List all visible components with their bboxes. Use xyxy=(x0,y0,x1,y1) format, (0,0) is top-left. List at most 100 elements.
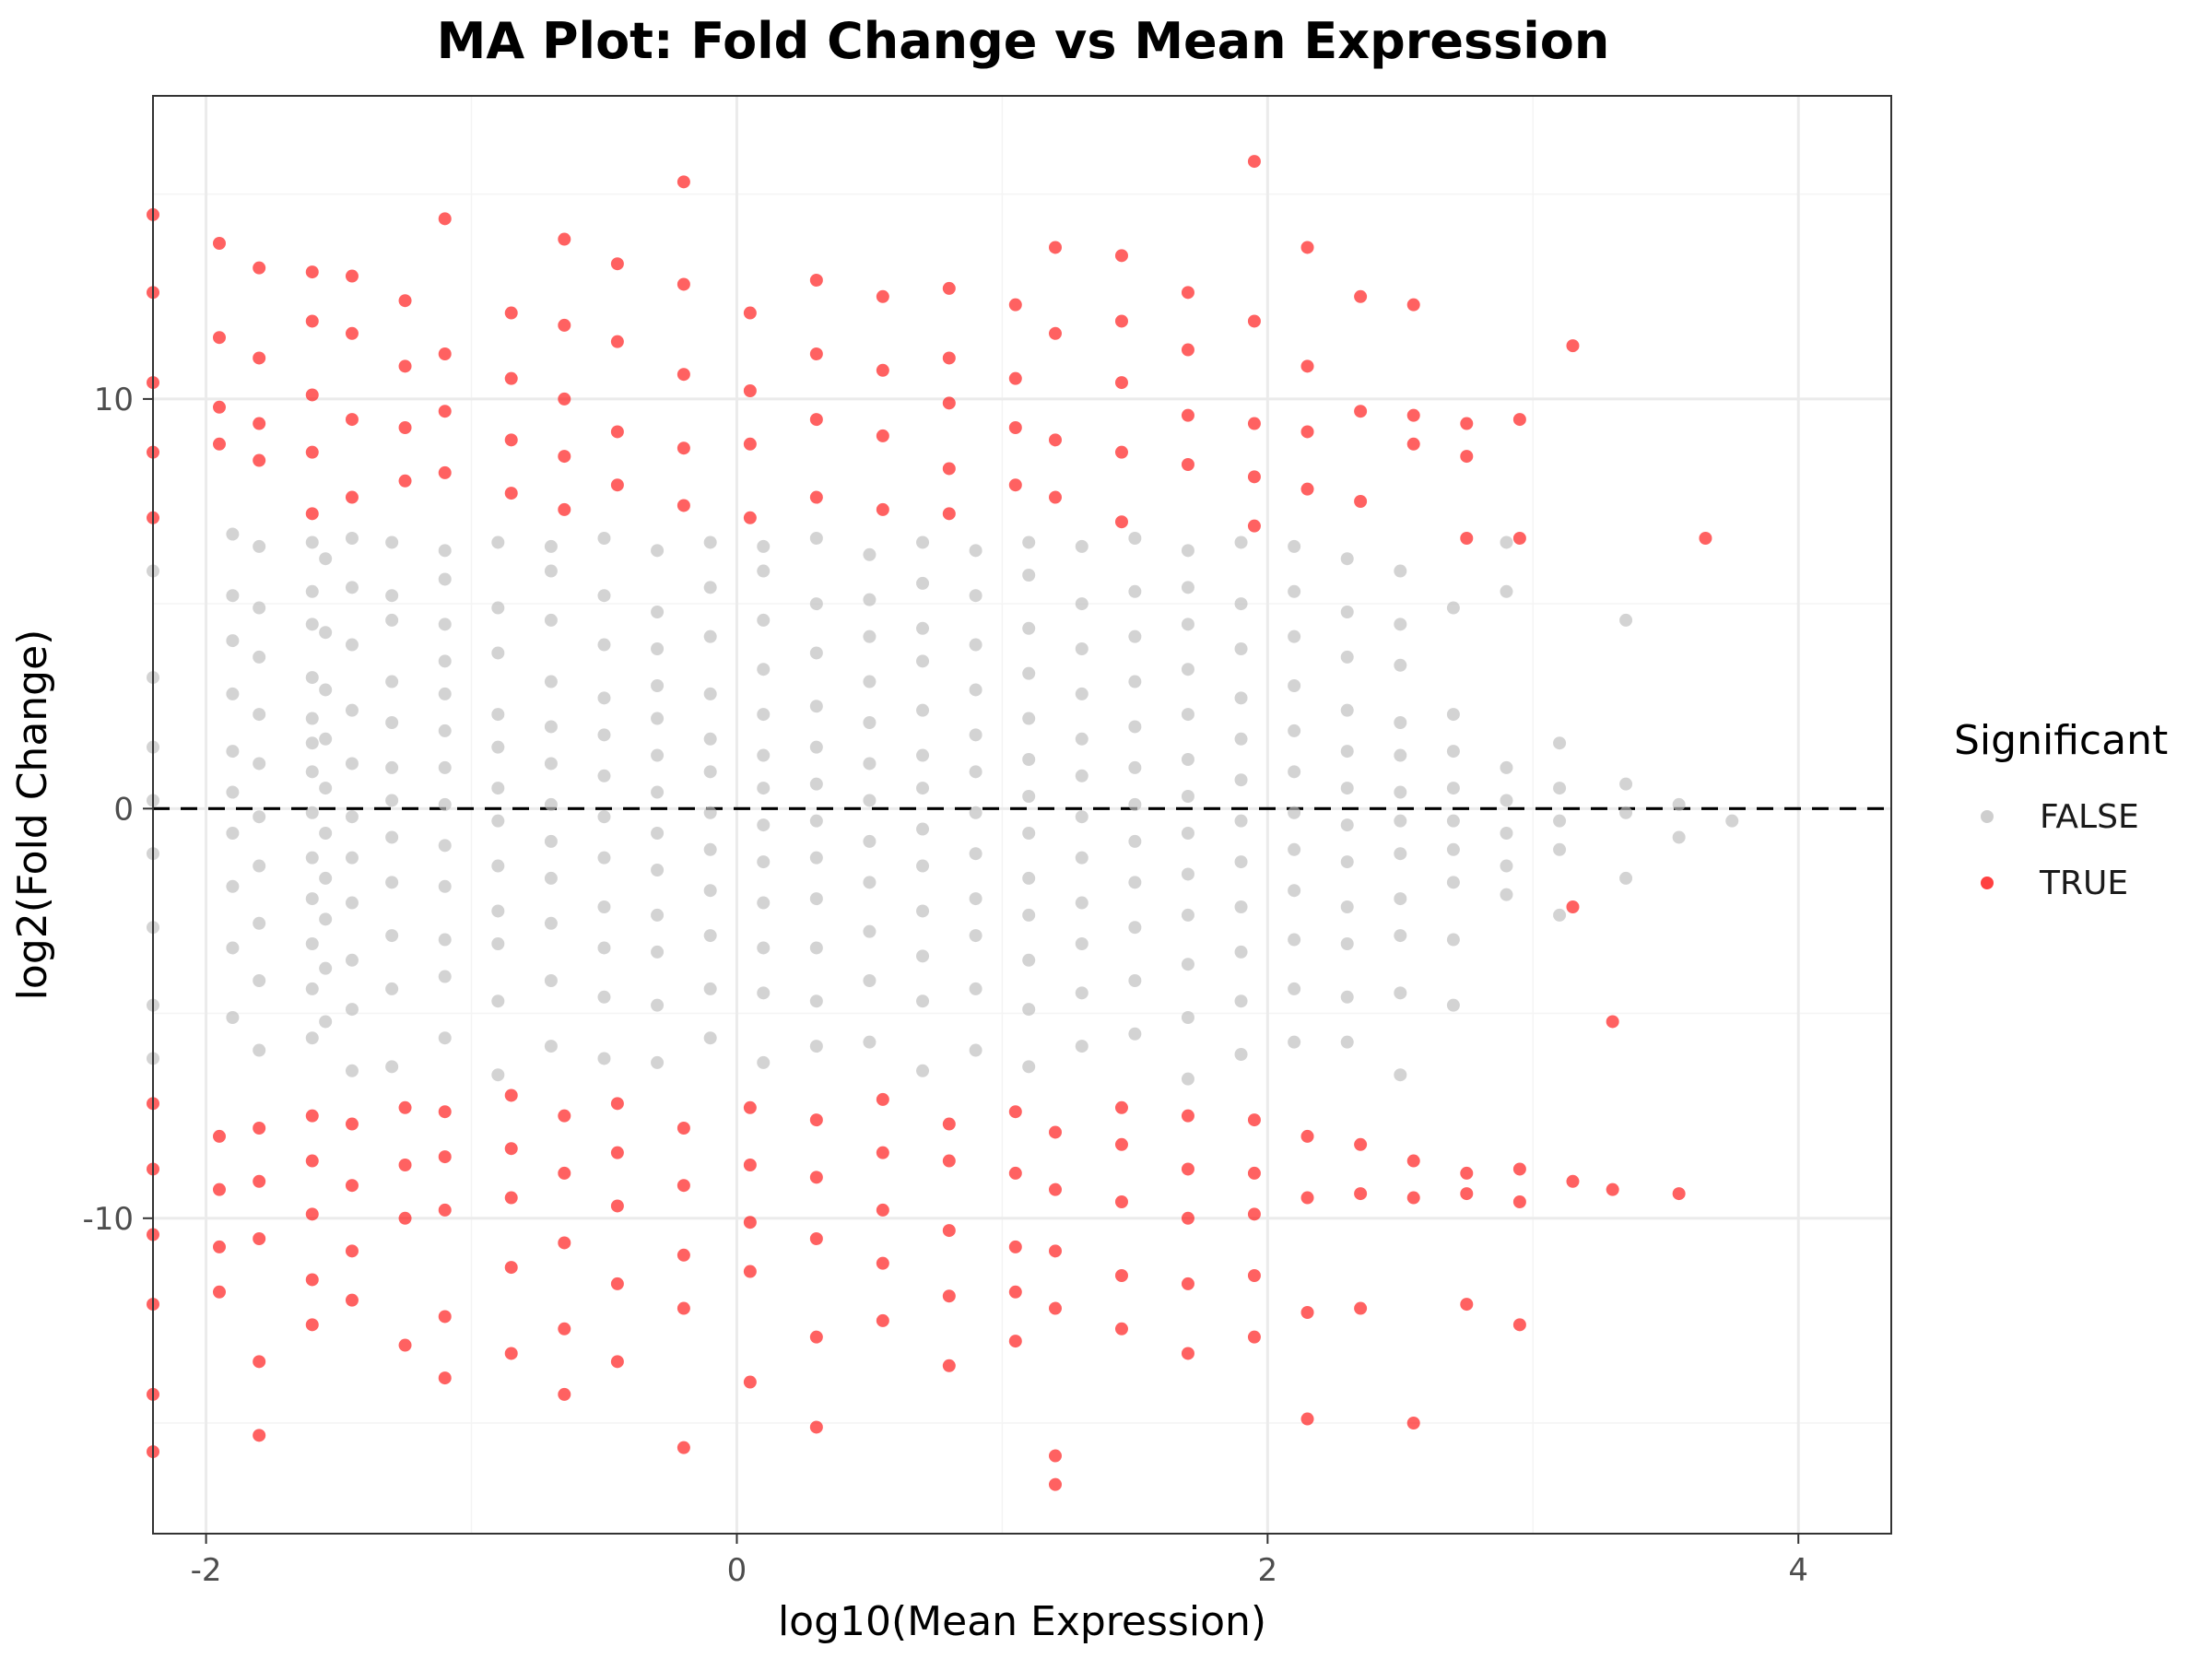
scatter-point-true xyxy=(677,1179,690,1193)
plot-panel-border xyxy=(152,95,1892,1535)
scatter-point-true xyxy=(1566,1174,1580,1188)
scatter-point-false xyxy=(916,994,930,1008)
scatter-point-true xyxy=(1181,286,1194,300)
scatter-point-false xyxy=(916,949,930,963)
chart-title: MA Plot: Fold Change vs Mean Expression xyxy=(437,12,1610,70)
scatter-point-false xyxy=(863,924,877,938)
scatter-point-false xyxy=(345,703,359,717)
scatter-point-true xyxy=(743,1375,757,1389)
scatter-point-true xyxy=(942,351,956,365)
scatter-point-true xyxy=(558,392,571,406)
scatter-point-false xyxy=(597,941,611,955)
scatter-point-true xyxy=(305,445,319,459)
scatter-point-false xyxy=(1181,544,1194,558)
scatter-point-true xyxy=(305,1154,319,1168)
scatter-point-false xyxy=(1022,535,1036,549)
scatter-point-true xyxy=(1406,1191,1420,1205)
scatter-point-true xyxy=(1354,495,1368,508)
scatter-point-false xyxy=(651,642,665,655)
scatter-point-false xyxy=(1128,675,1142,688)
scatter-point-false xyxy=(1553,814,1567,828)
scatter-point-false xyxy=(253,757,266,771)
scatter-point-false xyxy=(1288,584,1301,598)
x-tick-label: 4 xyxy=(1788,1552,1808,1589)
scatter-point-true xyxy=(1181,343,1194,357)
scatter-point-true xyxy=(942,1117,956,1131)
scatter-point-true xyxy=(212,400,226,414)
scatter-point-false xyxy=(1022,753,1036,766)
scatter-point-false xyxy=(438,970,452,983)
scatter-point-false xyxy=(491,937,505,950)
scatter-point-true xyxy=(504,1088,518,1102)
scatter-point-true xyxy=(305,265,319,279)
scatter-point-false xyxy=(969,728,982,742)
scatter-point-true xyxy=(876,502,889,516)
scatter-point-false xyxy=(1022,908,1036,922)
scatter-point-false xyxy=(1619,777,1633,791)
scatter-point-true xyxy=(1008,478,1022,492)
scatter-point-true xyxy=(743,306,757,320)
scatter-point-true xyxy=(1460,450,1474,464)
scatter-point-false xyxy=(1075,769,1088,782)
scatter-point-false xyxy=(1672,797,1686,811)
scatter-point-true xyxy=(398,1159,412,1171)
scatter-point-false xyxy=(491,535,505,549)
scatter-point-true xyxy=(253,417,266,430)
scatter-point-false xyxy=(916,748,930,762)
scatter-point-false xyxy=(651,712,665,725)
scatter-point-true xyxy=(1406,408,1420,422)
scatter-point-false xyxy=(253,601,266,615)
scatter-point-false xyxy=(1553,908,1567,922)
scatter-point-false xyxy=(651,864,665,877)
scatter-point-true xyxy=(876,1256,889,1270)
scatter-point-false xyxy=(969,806,982,819)
scatter-point-false xyxy=(226,634,240,648)
scatter-point-true xyxy=(1300,482,1314,496)
scatter-point-false xyxy=(703,629,717,643)
scatter-point-false xyxy=(319,782,333,795)
scatter-point-true xyxy=(1008,1240,1022,1253)
scatter-point-false xyxy=(597,728,611,742)
scatter-point-false xyxy=(491,601,505,615)
y-axis: -10 0 10 xyxy=(82,382,153,1238)
scatter-point-false xyxy=(1394,785,1407,799)
scatter-point-true xyxy=(942,507,956,521)
scatter-point-true xyxy=(438,1310,452,1324)
scatter-point-true xyxy=(253,1429,266,1442)
scatter-point-false xyxy=(651,785,665,799)
scatter-point-true xyxy=(305,388,319,402)
scatter-point-true xyxy=(1048,1449,1062,1463)
scatter-point-false xyxy=(863,757,877,771)
scatter-point-true xyxy=(253,351,266,365)
scatter-point-false xyxy=(226,941,240,955)
scatter-point-false xyxy=(651,1055,665,1069)
scatter-point-false xyxy=(1288,629,1301,643)
scatter-point-true xyxy=(1247,1166,1261,1180)
scatter-point-false xyxy=(385,929,399,943)
scatter-point-false xyxy=(757,708,771,722)
scatter-point-false xyxy=(305,851,319,865)
scatter-point-true xyxy=(558,1109,571,1123)
scatter-point-true xyxy=(942,281,956,295)
scatter-point-true xyxy=(1247,155,1261,169)
scatter-point-false xyxy=(385,830,399,844)
scatter-point-true xyxy=(345,326,359,340)
scatter-point-false xyxy=(1340,937,1354,950)
scatter-point-false xyxy=(1553,782,1567,795)
scatter-point-true xyxy=(1406,298,1420,312)
scatter-point-false xyxy=(651,679,665,692)
scatter-point-true xyxy=(1672,1187,1686,1201)
scatter-point-false xyxy=(757,564,771,578)
scatter-point-false xyxy=(438,654,452,668)
scatter-point-true xyxy=(1048,1182,1062,1196)
scatter-point-true xyxy=(398,474,412,488)
scatter-point-true xyxy=(253,261,266,275)
scatter-point-true xyxy=(305,507,319,521)
scatter-point-true xyxy=(809,413,823,427)
scatter-point-true xyxy=(1008,421,1022,434)
scatter-point-false xyxy=(438,618,452,631)
scatter-point-false xyxy=(757,818,771,832)
scatter-point-true xyxy=(212,331,226,345)
scatter-point-false xyxy=(863,1035,877,1049)
scatter-point-false xyxy=(1075,732,1088,746)
